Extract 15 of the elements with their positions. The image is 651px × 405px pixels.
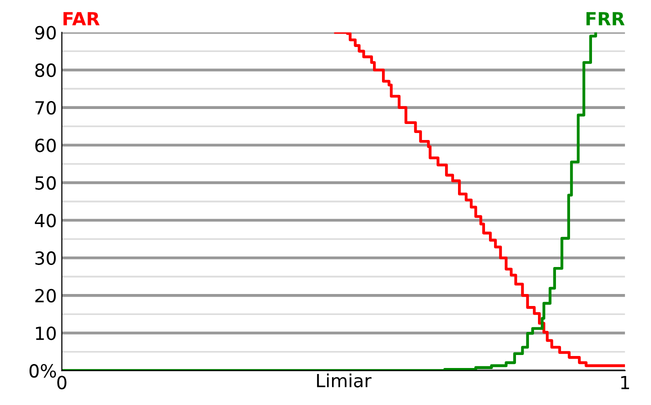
y-tick-label: 70 [35, 101, 56, 115]
x-tick-label: 1 [621, 376, 630, 390]
text: FAR [64, 12, 100, 26]
y-tick-label: 80 [35, 63, 56, 78]
y-tick-label: 10 [36, 326, 56, 340]
y-tick-label: 20 [35, 288, 56, 303]
x-axis-title: Limiar [317, 373, 372, 388]
y-tick-label: 40 [34, 214, 56, 228]
y-tick-label: 0% [30, 364, 56, 378]
y-tick-label: 60 [35, 138, 56, 152]
series-label: FRR [586, 12, 625, 26]
x-tick-label: 0 [57, 376, 66, 390]
y-tick-label: 50 [35, 176, 56, 190]
y-tick-label: 30 [35, 251, 56, 265]
y-tick-label: 90 [35, 26, 56, 40]
